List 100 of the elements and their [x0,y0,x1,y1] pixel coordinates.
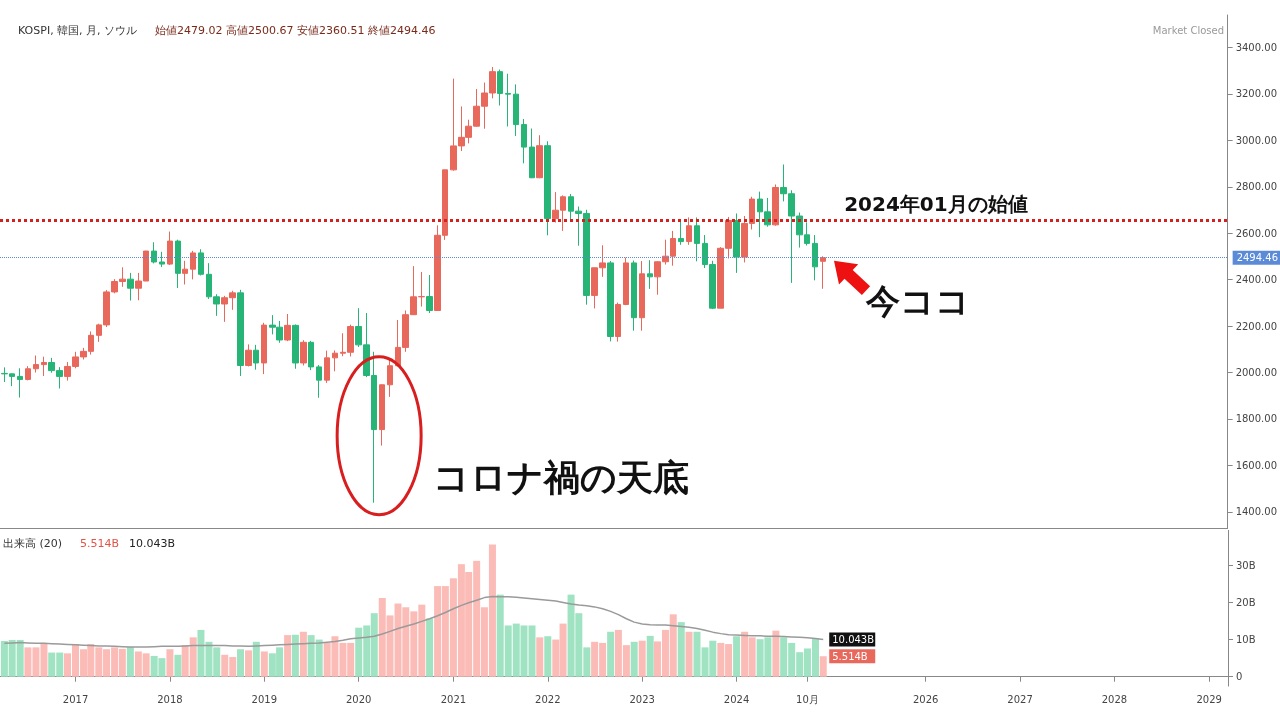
y-tick-label: 3200.00 [1235,88,1278,100]
annotation: 10.043B [832,633,875,645]
text: 始値2479.02 高値2500.67 安値2360.51 終値2494.46 [155,24,436,38]
candlestick [17,367,23,399]
y-tick-label: 3000.00 [1235,134,1278,146]
y-tick-label: 2200.00 [1235,320,1278,332]
y-tick-label: 1600.00 [1235,459,1278,471]
x-tick-label: 2020 [346,693,372,705]
x-tick-label: 2026 [912,693,939,705]
candlestick [631,260,637,332]
candlestick [332,349,338,372]
text: 出来高 (20) [3,537,63,551]
y-tick-label: 10B [1236,634,1256,646]
candlestick [772,183,779,227]
bar [607,631,615,677]
candlestick [544,140,551,236]
candlestick [237,289,244,377]
text: KOSPI, 韓国, 月, ソウル [18,24,138,38]
bar [284,635,292,677]
candlestick [812,234,818,281]
x-tick-label: 2023 [629,693,655,705]
annotation: 5.514B [832,650,868,662]
y-tick-label: 1400.00 [1235,506,1278,518]
candlestick [607,260,614,342]
bar [126,647,134,677]
x-tick-label: 2027 [1007,693,1033,705]
bar [646,635,654,677]
annotation: 今ココ [865,280,970,321]
x-tick-label: 2028 [1101,693,1128,705]
candlestick [639,260,645,332]
candlestick [261,322,267,375]
bar [252,641,260,677]
bar [638,640,646,677]
bar [528,625,536,677]
candlestick [623,257,629,306]
bar [536,637,544,677]
candlestick [316,364,322,399]
candlestick [253,344,259,371]
candlestick [647,259,653,290]
candlestick [33,355,39,373]
bar [291,634,299,677]
candlestick [686,216,692,246]
candlestick [426,274,433,314]
bar [237,649,245,677]
candlestick [379,383,385,447]
bar [299,631,307,677]
y-tick-label: 2600.00 [1235,227,1278,239]
candlestick [529,128,535,179]
bar [426,618,434,677]
bar [819,656,827,677]
y-tick-label: 0 [1236,671,1243,683]
bar [685,631,693,677]
candlestick [292,323,299,370]
y-tick-label: 2000.00 [1235,366,1278,378]
x-tick-label: 2024 [723,693,750,705]
candlestick [536,134,543,179]
candlestick [151,241,157,264]
bar [245,650,253,677]
candlestick [733,212,740,274]
y-tick-label: 1800.00 [1235,413,1278,425]
candlestick [25,365,31,381]
x-tick-label: 2029 [1196,693,1222,705]
x-tick-label: 10月 [796,693,819,705]
x-tick-label: 2019 [251,693,278,705]
y-tick-label: 2400.00 [1235,274,1278,286]
ref-line-label: 2494.46 [1236,252,1279,264]
bar [733,636,741,677]
bar [772,630,780,677]
candlestick [245,343,252,367]
candlestick [308,340,314,371]
x-tick-label: 2022 [535,693,561,705]
annotation: コロナ禍の天底 [433,457,690,499]
candlestick [198,248,204,276]
bar [260,651,268,677]
candlestick [284,313,291,342]
annotation: 10.043B [129,537,176,551]
y-tick-label: 3400.00 [1235,42,1278,53]
candlestick [615,302,621,343]
candlestick [497,69,503,107]
ref-line-label: 2024年01月の始値 [844,192,1028,217]
candlestick [513,83,519,137]
candlestick [820,255,826,290]
candlestick [159,251,165,268]
candlestick [505,73,511,127]
annotation: 5.514B [80,537,120,551]
candlestick [182,260,188,285]
bar [166,649,174,677]
candlestick [678,221,684,246]
bar [677,622,685,677]
y-tick-label: 30B [1236,559,1256,571]
candlestick [41,356,47,377]
y-tick-label: 20B [1236,596,1256,608]
candlestick [521,118,527,164]
bar [544,636,552,677]
bar [630,641,638,677]
annotation: Market Closed [1152,24,1224,38]
y-tick-label: 2800.00 [1235,181,1278,193]
candlestick [387,358,393,398]
candlestick [127,272,134,302]
x-tick-label: 2018 [157,693,183,705]
